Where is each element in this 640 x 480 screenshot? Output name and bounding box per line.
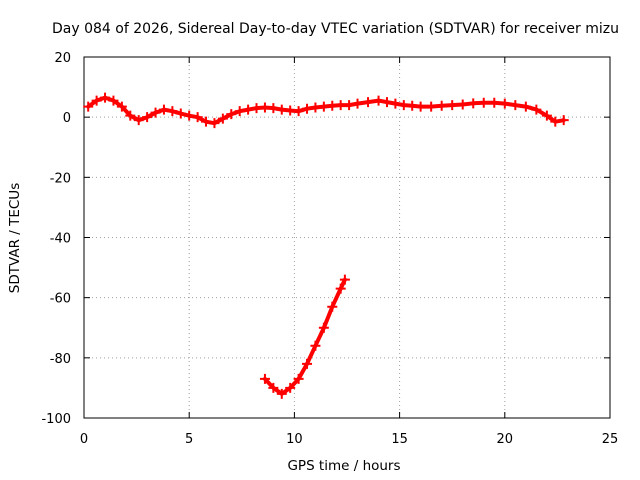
data-point: [133, 115, 144, 126]
y-tick-label: 0: [63, 111, 71, 126]
data-point: [192, 112, 203, 123]
data-point: [302, 358, 313, 369]
data-point: [226, 109, 237, 120]
data-point: [426, 101, 437, 112]
y-tick-label: -100: [41, 412, 71, 427]
axis-ticks: 0 5 10 15 20 25 -100 -80 -60 -40 -20 0 20: [41, 51, 618, 447]
data-point: [310, 102, 321, 113]
x-tick-label: 15: [391, 432, 408, 447]
data-point: [352, 98, 363, 109]
data-point: [468, 98, 479, 109]
grid: [84, 57, 610, 418]
data-point: [158, 104, 169, 115]
data-point: [268, 382, 279, 393]
data-point: [293, 106, 304, 117]
y-tick-label: -40: [50, 232, 71, 247]
data-point: [91, 95, 102, 106]
y-tick-label: -20: [50, 171, 71, 186]
data-point: [335, 100, 346, 111]
x-axis-label: GPS time / hours: [287, 458, 400, 474]
data-point: [335, 283, 346, 294]
data-point: [150, 107, 161, 118]
data-point: [259, 102, 270, 113]
data-point: [251, 103, 262, 114]
data-point: [390, 98, 401, 109]
data-point: [125, 110, 136, 121]
y-axis-label: SDTVAR / TECUs: [7, 183, 23, 293]
data-point: [363, 97, 374, 108]
data-point: [201, 116, 212, 127]
data-point: [175, 108, 186, 119]
y-tick-label: -80: [50, 352, 71, 367]
y-tick-label: 20: [54, 51, 71, 66]
data-point: [457, 99, 468, 110]
data-point: [344, 100, 355, 111]
data-point: [285, 105, 296, 116]
data-point: [268, 103, 279, 114]
data-point: [293, 373, 304, 384]
data-point: [276, 104, 287, 115]
x-tick-label: 0: [80, 432, 88, 447]
data-point: [276, 388, 287, 399]
data-point: [310, 340, 321, 351]
data-point: [510, 100, 521, 111]
data-point: [489, 97, 500, 108]
x-tick-label: 5: [185, 432, 193, 447]
data-point: [209, 118, 220, 129]
data-point: [327, 100, 338, 111]
x-tick-label: 25: [602, 432, 619, 447]
data-point: [398, 100, 409, 111]
data-point: [531, 104, 542, 115]
x-tick-label: 20: [497, 432, 514, 447]
data-point: [447, 100, 458, 111]
data-point: [83, 101, 94, 112]
data-point: [142, 112, 153, 123]
data-point: [243, 104, 254, 115]
series-line-1: [262, 277, 347, 396]
data-point: [339, 274, 350, 285]
data-point: [234, 106, 245, 117]
data-point: [373, 95, 384, 106]
data-point: [217, 113, 228, 124]
data-point: [558, 115, 569, 126]
chart-title: Day 084 of 2026, Sidereal Day-to-day VTE…: [52, 21, 619, 37]
data-point: [436, 100, 447, 111]
data-point: [520, 101, 531, 112]
data-point: [318, 101, 329, 112]
data-point: [318, 322, 329, 333]
y-tick-label: -60: [50, 292, 71, 307]
data-series: [83, 92, 569, 399]
data-point: [100, 92, 111, 103]
data-point: [541, 110, 552, 121]
data-point: [327, 301, 338, 312]
data-point: [415, 101, 426, 112]
data-point: [381, 97, 392, 108]
data-point: [499, 98, 510, 109]
data-point: [302, 103, 313, 114]
data-point: [108, 95, 119, 106]
data-point: [167, 106, 178, 117]
data-point: [285, 382, 296, 393]
data-point: [478, 97, 489, 108]
data-point: [116, 101, 127, 112]
data-point: [259, 373, 270, 384]
data-point: [550, 116, 561, 127]
data-point: [184, 110, 195, 121]
x-tick-label: 10: [286, 432, 303, 447]
data-point: [407, 100, 418, 111]
